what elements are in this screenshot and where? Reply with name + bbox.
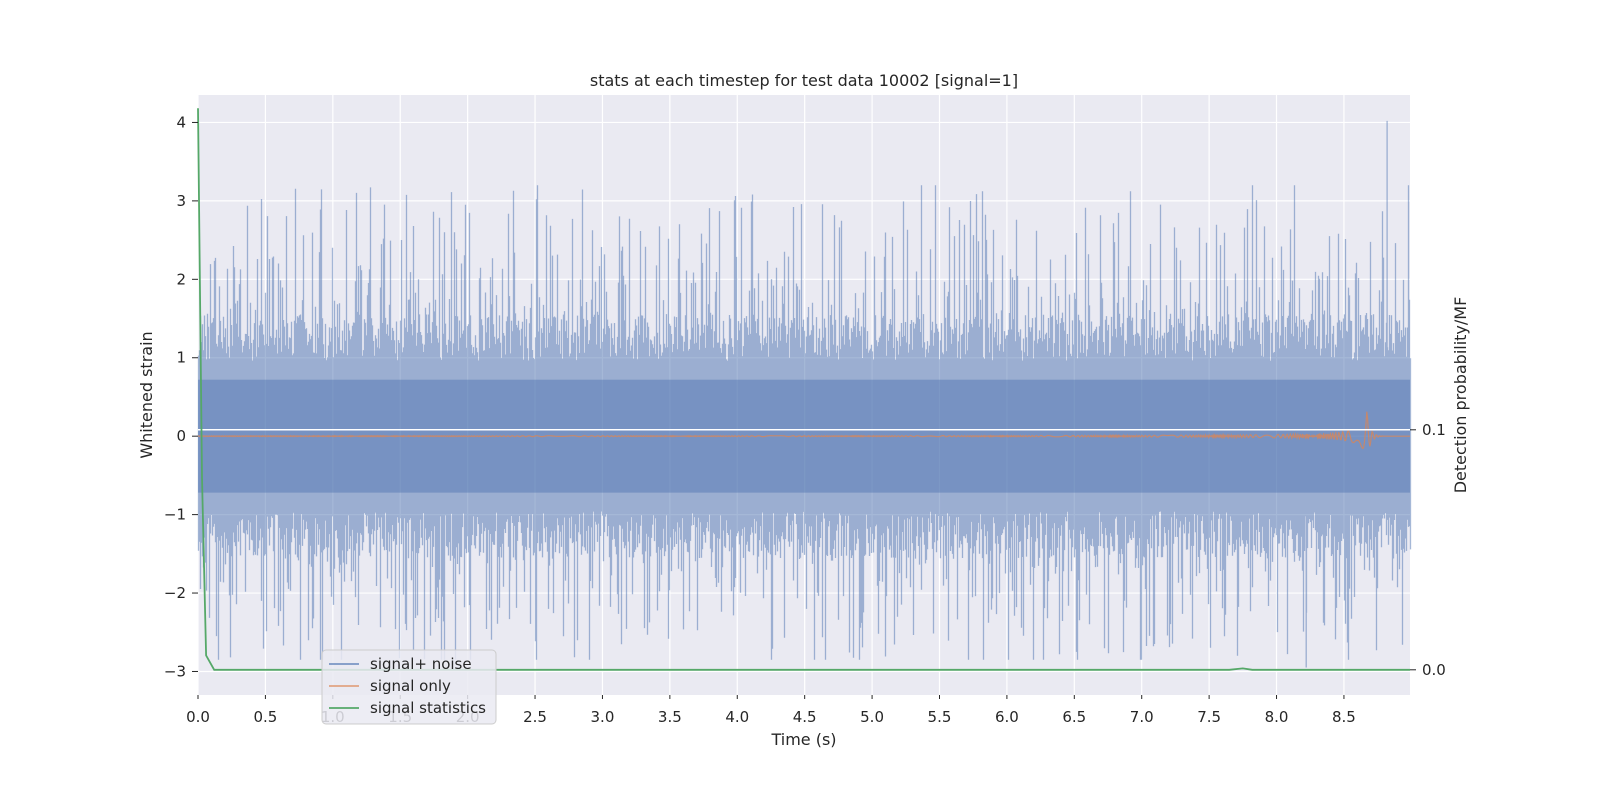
y-tick-label: −1	[164, 506, 186, 524]
chart-title: stats at each timestep for test data 100…	[590, 71, 1018, 90]
x-tick-label: 5.5	[928, 708, 952, 726]
x-tick-label: 6.5	[1062, 708, 1086, 726]
series-signal-noise-line	[197, 120, 1412, 668]
y-tick-label: 1	[176, 349, 186, 367]
x-axis-label: Time (s)	[770, 730, 836, 749]
y-tick-label: 4	[176, 113, 186, 131]
x-tick-label: 7.5	[1197, 708, 1221, 726]
x-tick-label: 3.5	[658, 708, 682, 726]
y-tick-label: 2	[176, 270, 186, 288]
x-tick-label: 8.5	[1332, 708, 1356, 726]
x-tick-label: 3.0	[591, 708, 615, 726]
x-tick-label: 4.5	[793, 708, 817, 726]
x-tick-label: 2.5	[523, 708, 547, 726]
legend: signal+ noise signal only signal statistic…	[321, 649, 497, 725]
series-signal-only-line	[197, 411, 1410, 450]
x-tick-label: 7.0	[1130, 708, 1154, 726]
series-signal-statistics-line	[197, 108, 1410, 671]
x-tick-label: 6.0	[995, 708, 1019, 726]
series-layer	[197, 108, 1412, 671]
legend-entry-label: signal only	[370, 677, 451, 695]
y-tick-label: 3	[176, 192, 186, 210]
x-tick-label: 8.0	[1265, 708, 1289, 726]
legend-entry-label: signal+ noise	[370, 655, 472, 673]
y2-tick-label: 0.0	[1422, 661, 1446, 679]
y-axis-label: Whitened strain	[137, 331, 156, 458]
legend-box	[321, 649, 497, 725]
x-tick-label: 0.0	[186, 708, 210, 726]
y2-tick-label: 0.1	[1422, 421, 1446, 439]
x-tick-label: 4.0	[725, 708, 749, 726]
y-tick-label: 0	[176, 427, 186, 445]
x-tick-label: 0.5	[253, 708, 277, 726]
y-tick-label: −2	[164, 584, 186, 602]
y2-axis-label: Detection probability/MF	[1451, 297, 1470, 494]
y-tick-label: −3	[164, 662, 186, 680]
legend-entry-label: signal statistics	[370, 699, 486, 717]
x-tick-label: 5.0	[860, 708, 884, 726]
